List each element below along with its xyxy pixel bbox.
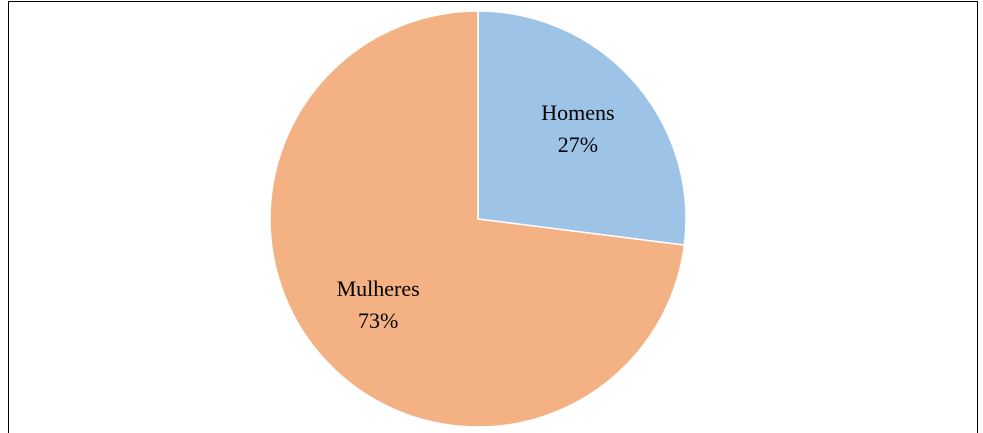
data-labels: Homens 27% Mulheres 73% xyxy=(337,100,615,333)
slice-label: Homens xyxy=(541,100,614,125)
pie-slice xyxy=(269,10,686,428)
slice-value: 73% xyxy=(358,308,398,333)
pie-slice xyxy=(477,10,687,246)
pie xyxy=(269,10,687,428)
slice-label: Mulheres xyxy=(337,276,420,301)
slice-value: 27% xyxy=(558,132,598,157)
